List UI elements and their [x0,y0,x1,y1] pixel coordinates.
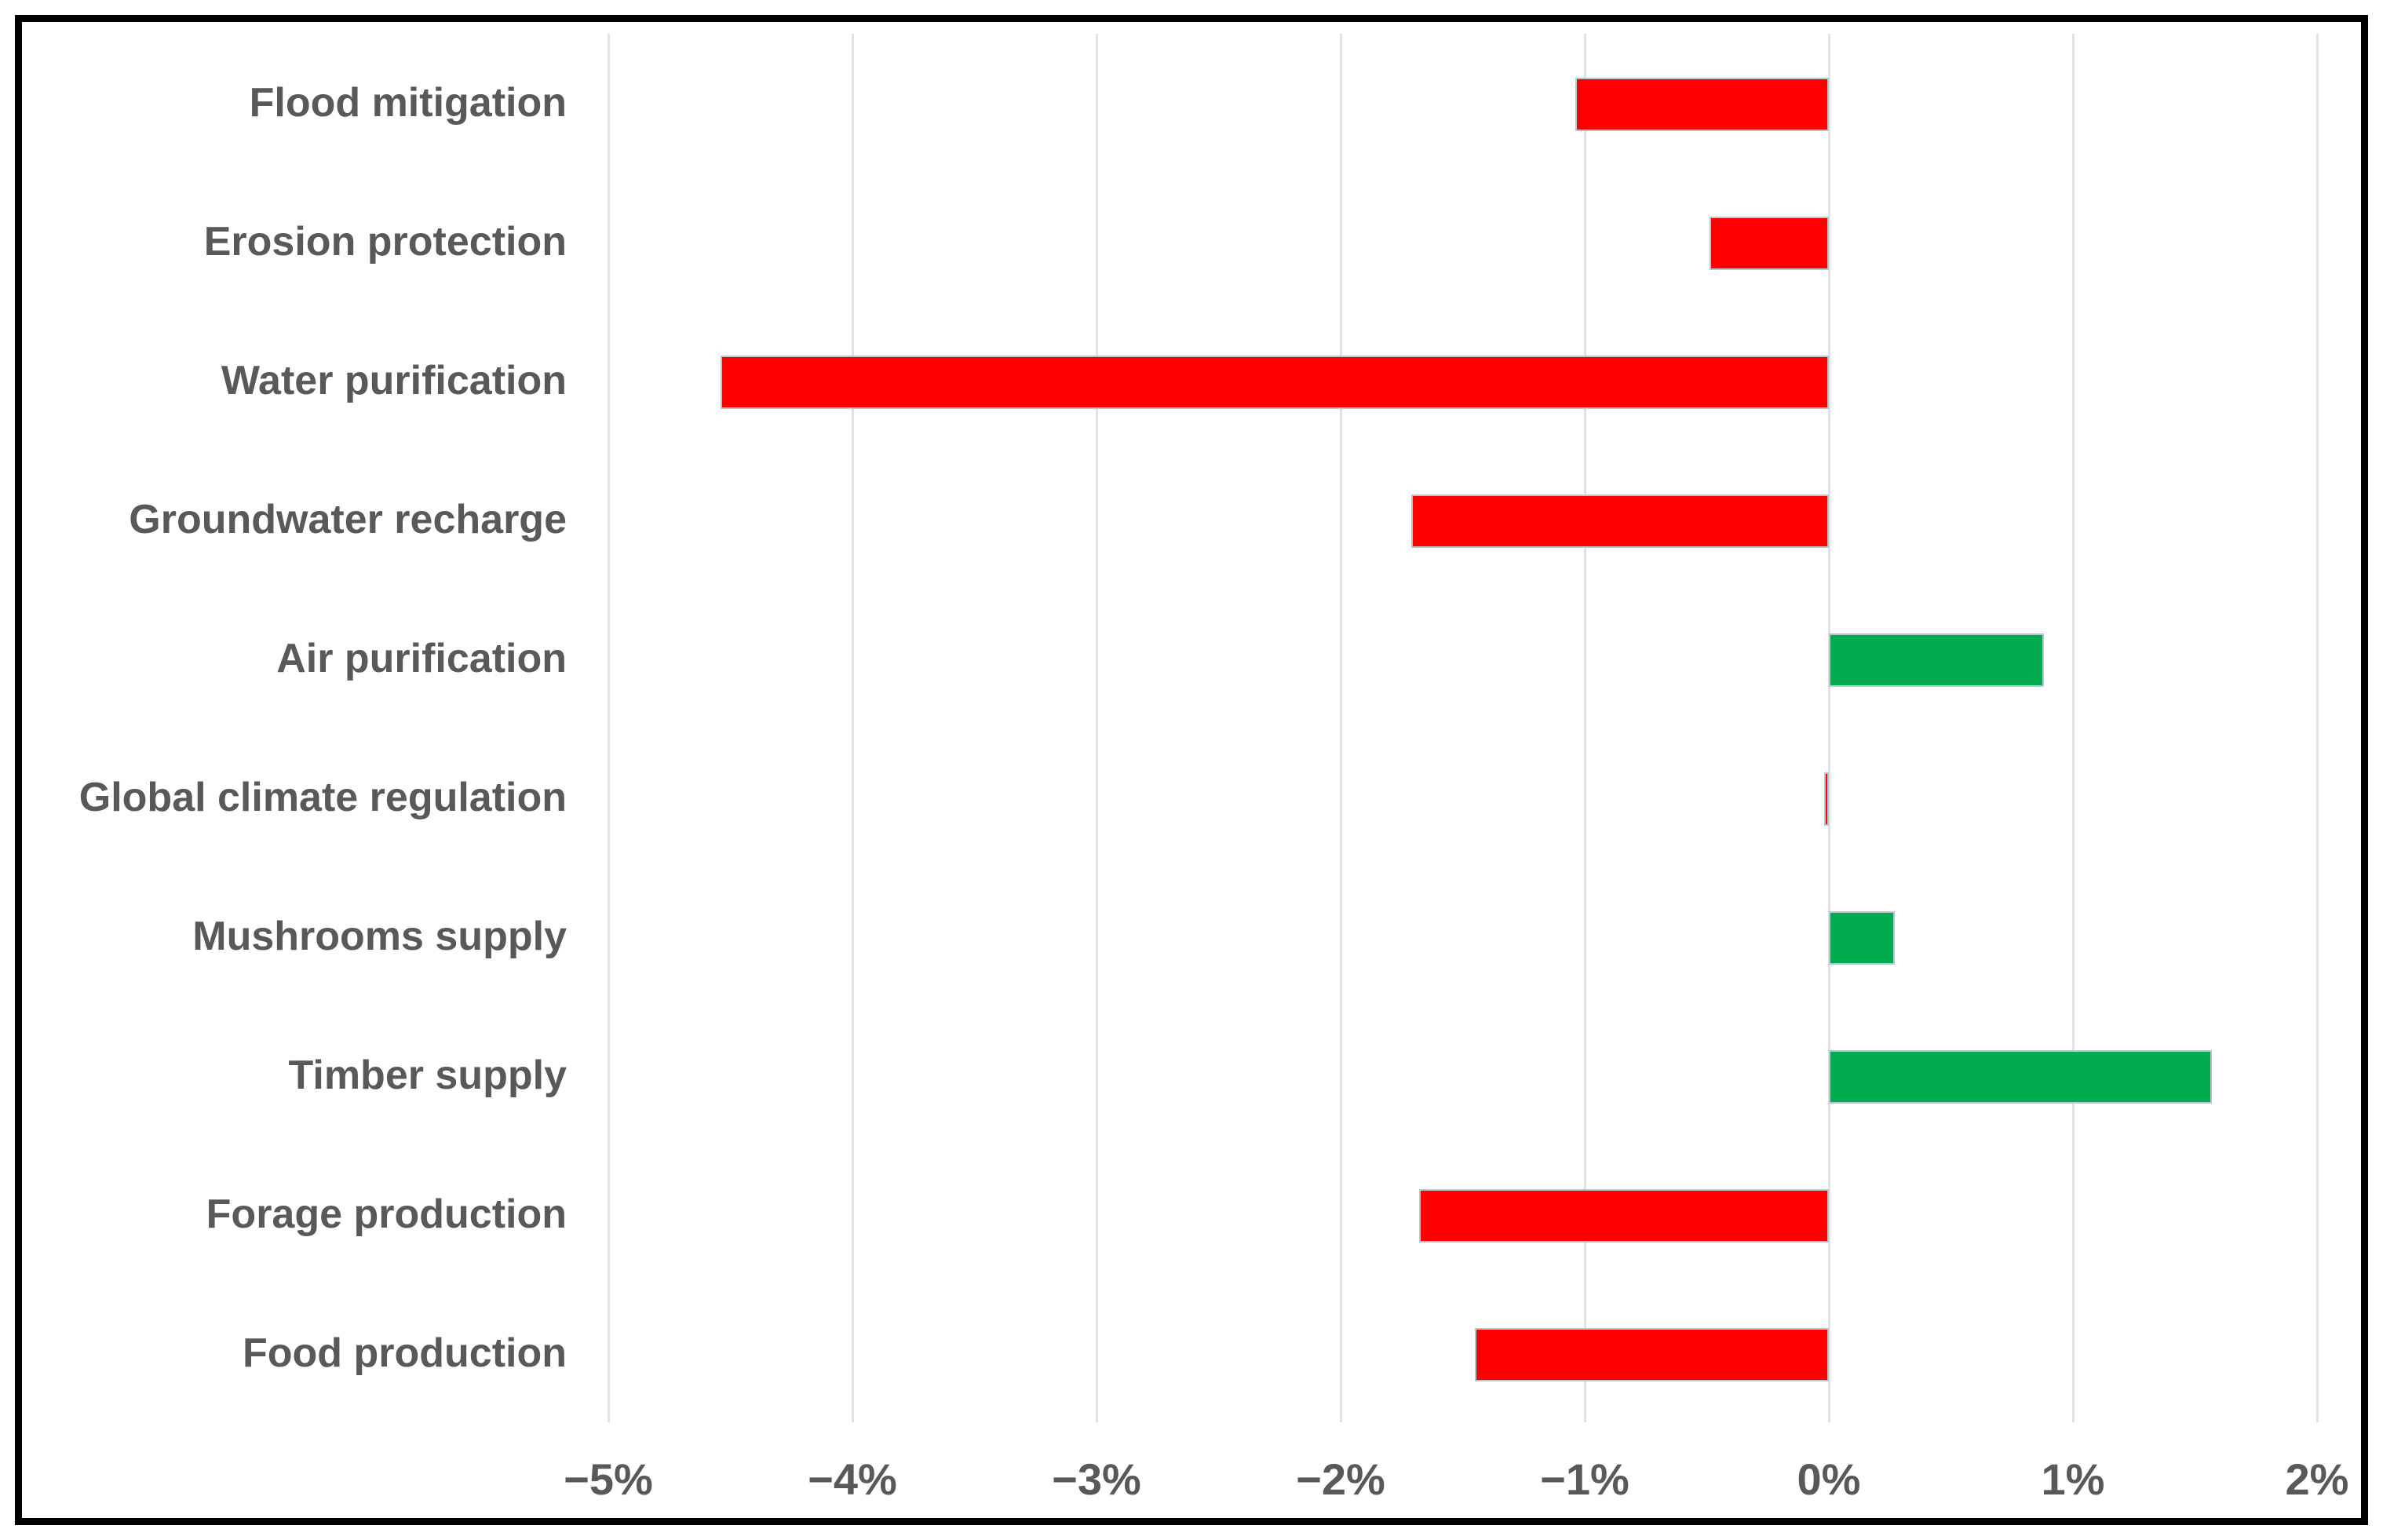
bar [1418,1188,1829,1243]
bar [1829,1049,2213,1104]
category-label: Timber supply [288,1052,567,1098]
category-label: Global climate regulation [78,774,567,820]
gridline-−2 [1339,34,1342,1422]
bar [1829,633,2044,688]
x-tick-label: 2% [2285,1454,2349,1504]
x-tick-label: −4% [808,1454,897,1504]
category-label: Groundwater recharge [129,497,567,543]
x-tick-label: −3% [1052,1454,1141,1504]
plot-area: Flood mitigation Erosion protection Water … [22,22,2361,1518]
bar [1709,217,1829,271]
gridline-1 [2071,34,2075,1422]
gridline-−1 [1583,34,1586,1422]
bar [1829,910,1895,965]
gridline-−4 [851,34,854,1422]
category-label: Mushrooms supply [192,913,567,959]
gridline-0 [1827,34,1830,1422]
gridline-−5 [607,34,610,1422]
gridline-2 [2315,34,2319,1422]
category-label: Air purification [276,636,567,682]
category-label: Food production [242,1330,567,1376]
category-label: Forage production [206,1191,567,1237]
bar [1411,494,1829,549]
bar [1475,1327,1829,1381]
x-tick-label: 0% [1797,1454,1861,1504]
x-tick-label: 1% [2041,1454,2105,1504]
chart-frame: Flood mitigation Erosion protection Water … [15,15,2368,1525]
bar [721,356,1829,410]
x-tick-label: −5% [564,1454,653,1504]
category-label: Erosion protection [203,219,567,265]
gridline-−3 [1095,34,1098,1422]
bar [1823,772,1829,826]
category-label: Water purification [221,358,567,404]
category-label: Flood mitigation [249,80,567,126]
bar [1575,78,1829,132]
x-tick-label: −1% [1540,1454,1629,1504]
x-tick-label: −2% [1296,1454,1385,1504]
